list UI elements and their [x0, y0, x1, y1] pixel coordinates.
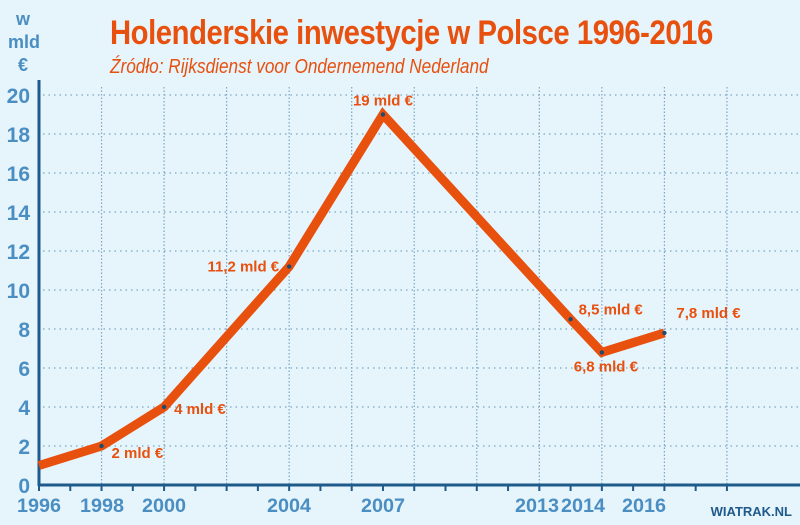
data-point-marker: [286, 264, 292, 269]
x-tick-label: 1998: [80, 496, 124, 517]
x-tick-label: 2016: [622, 496, 666, 517]
data-point-marker: [662, 330, 667, 336]
chart-title: Holenderskie inwestycje w Polsce 1996-20…: [110, 14, 713, 52]
data-line: [37, 107, 666, 470]
y-tick-label: 10: [7, 280, 30, 303]
unit-line-3: €: [17, 55, 28, 75]
y-tick-label: 16: [7, 163, 30, 186]
data-label: 7,8 mld €: [676, 305, 741, 322]
data-label: 11,2 mld €: [207, 259, 279, 276]
data-point-marker: [380, 112, 386, 117]
y-tick-label: 6: [18, 358, 30, 381]
credit-label: WIATRAK.NL: [710, 504, 792, 519]
y-axis-unit: w mld €: [8, 8, 41, 77]
y-tick-label: 2: [18, 436, 30, 459]
data-label: 4 mld €: [174, 401, 226, 418]
y-tick-label: 8: [18, 319, 30, 342]
y-tick-label: 14: [7, 202, 31, 225]
data-label: 6,8 mld €: [574, 358, 639, 375]
y-tick-label: 12: [7, 241, 30, 264]
data-point-marker: [599, 350, 605, 355]
x-tick-label: 2007: [361, 496, 405, 517]
data-point-marker: [568, 317, 573, 322]
y-tick-label: 20: [7, 85, 30, 108]
x-tick-label: 2013: [515, 496, 559, 517]
data-label: 8,5 mld €: [579, 301, 644, 318]
x-tick-label: 1996: [17, 496, 61, 517]
data-label: 2 mld €: [112, 445, 164, 462]
y-tick-label: 18: [7, 124, 31, 147]
unit-line-1: w: [15, 9, 30, 29]
x-tick-label: 2000: [142, 496, 186, 517]
y-tick-label: 4: [18, 397, 30, 420]
data-point-marker: [161, 404, 167, 410]
chart-subtitle: Źródło: Rijksdienst voor Ondernemend Ned…: [110, 56, 489, 78]
y-tick-label: 0: [18, 475, 30, 498]
data-point-marker: [99, 443, 104, 449]
x-tick-label: 2014: [561, 496, 605, 517]
unit-line-2: mld: [8, 32, 41, 52]
x-tick-label: 2004: [267, 496, 311, 517]
data-label: 19 mld €: [353, 93, 414, 110]
